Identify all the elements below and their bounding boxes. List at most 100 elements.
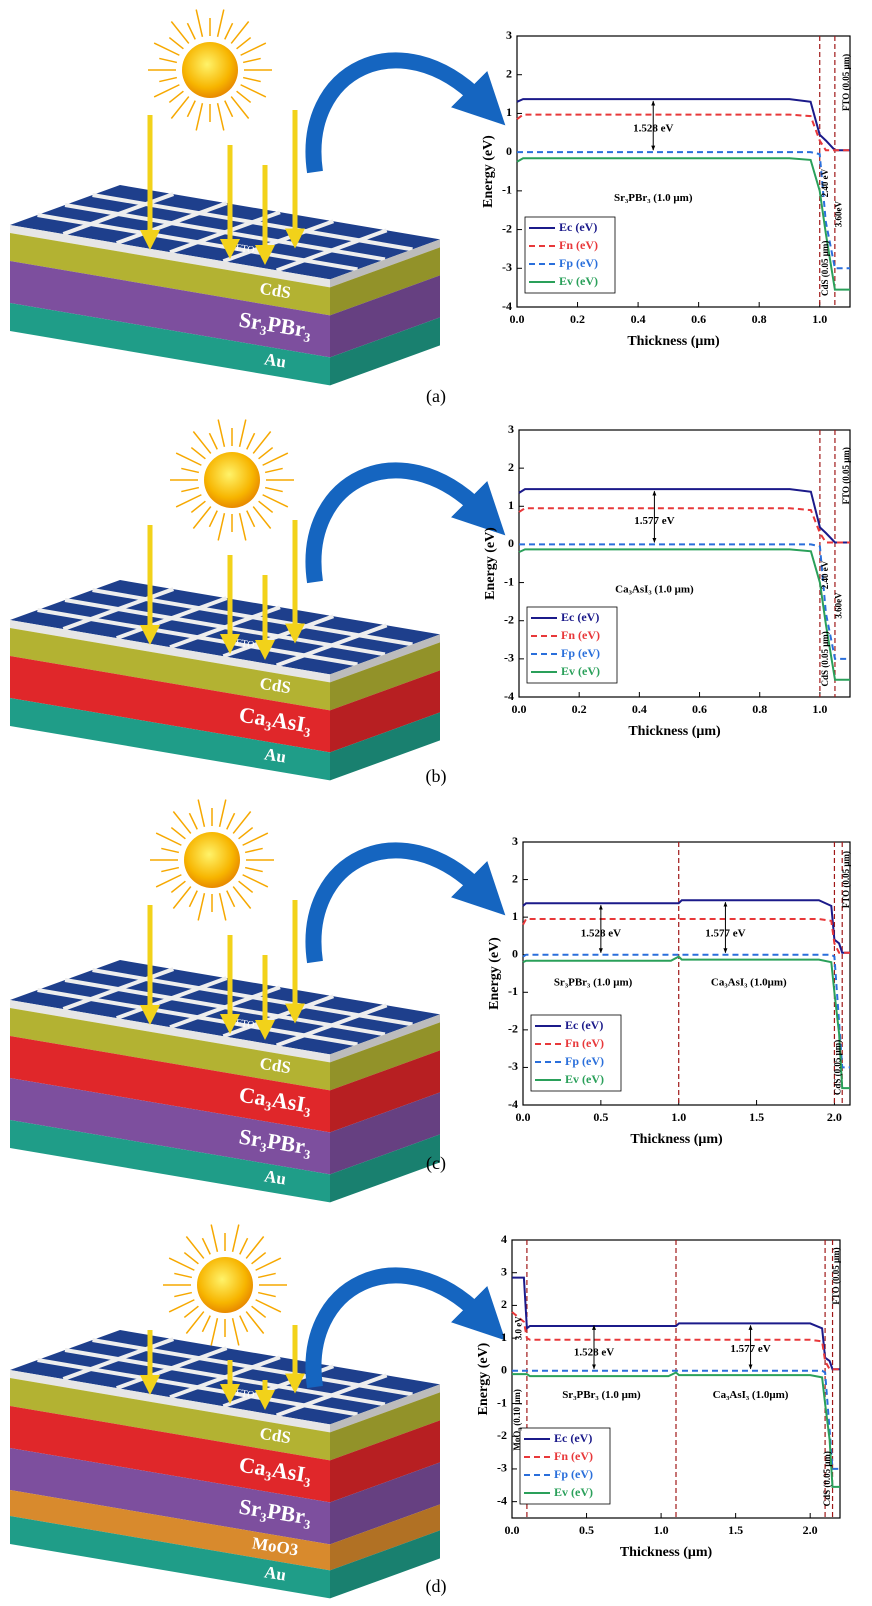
annotation: Ca₃AsI₃ (1.0 μm) — [615, 584, 694, 596]
sun-ray — [262, 494, 289, 508]
sun-ray — [240, 42, 267, 56]
sun-ray — [251, 1305, 267, 1319]
y-tick-label: -1 — [508, 984, 518, 998]
annotation: FTO (0.05 μm) — [841, 54, 851, 111]
layer-side — [330, 1014, 440, 1063]
sun-ray — [245, 1311, 265, 1334]
layer-shade — [330, 712, 440, 781]
layer-front — [10, 1008, 330, 1091]
layer-shade — [330, 1530, 440, 1599]
x-tick-label: 0.6 — [691, 312, 706, 326]
y-axis-label: Energy (eV) — [483, 527, 498, 600]
legend-label: Ev (eV) — [561, 664, 600, 678]
sun-ray — [170, 21, 190, 44]
sun-ray — [242, 76, 261, 83]
x-tick-label: 1.0 — [671, 1110, 686, 1124]
annotation: FTO (0.05 μm) — [841, 447, 851, 504]
annotation: Sr₃PBr₃ (1.0 μm) — [614, 192, 693, 204]
layer-shade — [330, 239, 440, 288]
layer-shade — [330, 1392, 440, 1461]
sun-ray — [244, 847, 263, 854]
x-tick-label: 1.0 — [812, 702, 827, 716]
sun-ray — [159, 57, 178, 64]
y-tick-label: 4 — [501, 1232, 507, 1246]
annotation: CdS (0.05 μm) — [822, 1451, 832, 1506]
legend-label: Ec (eV) — [561, 610, 599, 624]
layer-side — [330, 670, 440, 753]
sun-ray — [242, 57, 261, 64]
y-tick-label: -2 — [508, 1022, 518, 1036]
sun-ray — [257, 1291, 276, 1298]
layer-label: CdS — [258, 1424, 292, 1448]
sun-ray — [201, 1315, 211, 1333]
grid-finger — [222, 614, 335, 659]
y-tick-label: -1 — [502, 183, 512, 197]
sun-ray — [186, 22, 196, 40]
sun-ray — [155, 874, 182, 888]
band-line — [516, 113, 850, 152]
sun-ray — [168, 1299, 195, 1313]
y-tick-label: 2 — [512, 871, 518, 885]
panel-caption: (c) — [426, 1153, 446, 1174]
annotation: Ca₃AsI₃ (1.0μm) — [713, 1389, 789, 1401]
sun-ray — [195, 102, 204, 131]
legend-box — [530, 1014, 622, 1092]
y-tick-label: 0 — [501, 1363, 507, 1377]
sun-ray — [161, 847, 180, 854]
x-tick-label: 0.8 — [752, 702, 767, 716]
pointer-arrow — [305, 52, 506, 174]
sun-ray — [172, 811, 192, 834]
layer-side — [330, 1384, 440, 1433]
annotation: 2.40 eV — [820, 560, 830, 589]
annotation: Ca₃AsI₃ (1.0μm) — [711, 976, 787, 988]
grid-finger — [115, 976, 228, 1021]
sun-ray — [192, 431, 212, 454]
sun-ray — [170, 826, 186, 840]
sun — [197, 1257, 253, 1313]
y-tick-label: 1 — [506, 105, 512, 119]
sun-ray — [186, 100, 196, 118]
grid-finger — [275, 1003, 388, 1048]
layer-front — [10, 1448, 330, 1545]
band-line — [516, 157, 850, 291]
layer-side — [330, 239, 440, 288]
x-axis-label: Thickness (μm) — [627, 334, 720, 349]
layer-front — [10, 620, 330, 683]
sun-ray — [231, 1317, 240, 1346]
sun — [204, 452, 260, 508]
x-tick-label: 2.0 — [827, 1110, 842, 1124]
layer-label: Au — [263, 1166, 287, 1188]
layer-side — [330, 712, 440, 781]
y-tick-label: 2 — [501, 1297, 507, 1311]
annotation: MoO₃ (0.10 μm) — [512, 1389, 522, 1451]
sun-ray — [208, 510, 218, 528]
legend-label: Fn (eV) — [559, 238, 598, 252]
legend-label: Ev (eV) — [559, 274, 598, 288]
y-tick-label: -3 — [508, 1059, 518, 1073]
y-tick-label: -1 — [497, 1395, 507, 1409]
annotation: FTO (0.05 μm) — [841, 851, 851, 908]
sun-ray — [239, 1315, 249, 1333]
sun-ray — [153, 84, 180, 98]
y-tick-label: -3 — [504, 651, 514, 665]
sun-ray — [195, 9, 204, 38]
x-tick-label: 0.5 — [579, 1523, 594, 1537]
layer-front — [10, 225, 330, 288]
y-tick-label: 1 — [501, 1330, 507, 1344]
sun-ray — [244, 866, 263, 873]
sun-ray — [188, 812, 198, 830]
legend-label: Ec (eV) — [565, 1018, 603, 1032]
layer-label: Au — [263, 1562, 287, 1584]
layer-shade — [330, 247, 440, 316]
band-line — [522, 918, 850, 954]
x-tick-label: 0.0 — [510, 312, 525, 326]
annotation: Sr₃PBr₃ (1.0 μm) — [562, 1389, 641, 1401]
sun-ray — [172, 886, 192, 909]
layer-side — [330, 247, 440, 316]
layer-front — [10, 261, 330, 358]
layer-side — [330, 634, 440, 683]
legend-label: Ec (eV) — [559, 220, 597, 234]
y-tick-label: -4 — [508, 1097, 518, 1111]
layer-shade — [330, 1384, 440, 1433]
